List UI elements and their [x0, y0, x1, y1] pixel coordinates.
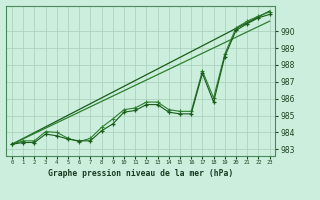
X-axis label: Graphe pression niveau de la mer (hPa): Graphe pression niveau de la mer (hPa)	[48, 169, 233, 178]
